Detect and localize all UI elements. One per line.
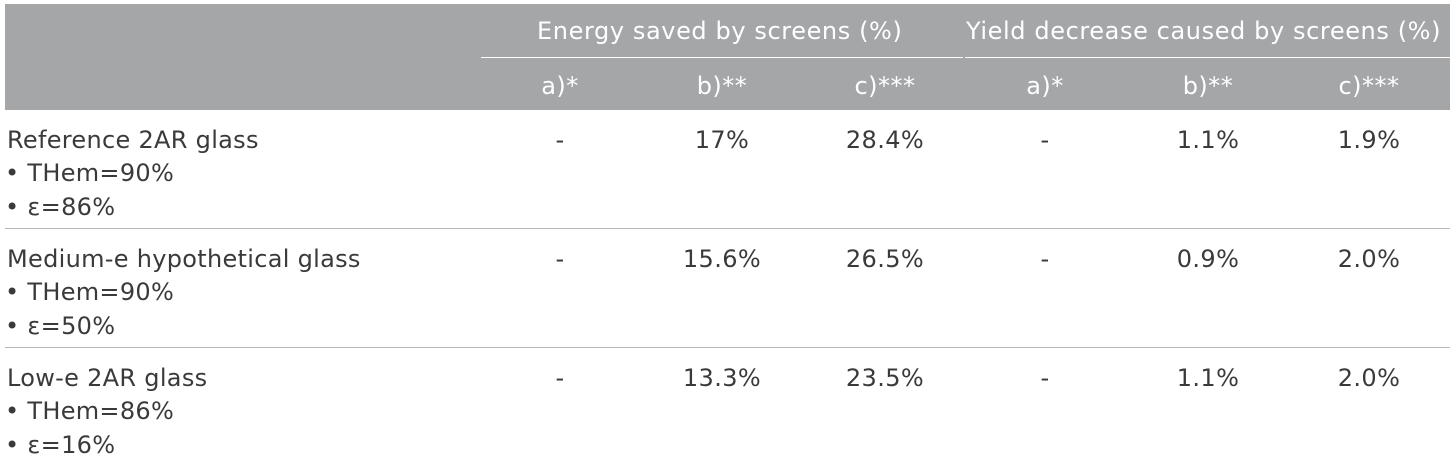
table-header: Energy saved by screens (%) Yield decrea…	[5, 4, 1450, 110]
table-cell: 17%	[694, 126, 750, 154]
yield-col-b-header: b)**	[1182, 72, 1234, 100]
table-cell: 0.9%	[1176, 245, 1240, 273]
energy-col-a-header: a)*	[541, 72, 579, 100]
table-cell: 28.4%	[845, 126, 925, 154]
row-bullet: • THem=90%	[5, 278, 175, 306]
table-row: Low-e 2AR glass • THem=86% • ε=16% - 13.…	[5, 348, 1450, 467]
energy-saved-group-header: Energy saved by screens (%)	[537, 17, 903, 45]
row-bullet: • THem=90%	[5, 159, 175, 187]
row-bullet: • ε=16%	[5, 431, 116, 459]
table-cell: 2.0%	[1337, 364, 1401, 392]
energy-group-divider	[481, 57, 963, 58]
row-title: Medium-e hypothetical glass	[7, 245, 361, 273]
table-cell: 26.5%	[845, 245, 925, 273]
table-cell: 15.6%	[682, 245, 762, 273]
yield-decrease-group-header: Yield decrease caused by screens (%)	[966, 17, 1442, 45]
yield-col-a-header: a)*	[1026, 72, 1064, 100]
table-cell: 1.9%	[1337, 126, 1401, 154]
yield-col-c-header: c)***	[1338, 72, 1400, 100]
table-cell: -	[555, 364, 565, 392]
row-title: Reference 2AR glass	[7, 126, 259, 154]
energy-col-b-header: b)**	[696, 72, 748, 100]
energy-col-c-header: c)***	[854, 72, 916, 100]
row-bullet: • ε=50%	[5, 312, 116, 340]
table-cell: -	[555, 126, 565, 154]
table-cell: 13.3%	[682, 364, 762, 392]
table-cell: -	[1040, 364, 1050, 392]
table-cell: -	[555, 245, 565, 273]
table-cell: -	[1040, 126, 1050, 154]
comparison-table: Energy saved by screens (%) Yield decrea…	[5, 4, 1450, 467]
table-cell: 1.1%	[1176, 126, 1240, 154]
row-title: Low-e 2AR glass	[7, 364, 208, 392]
table-cell: 23.5%	[845, 364, 925, 392]
table-cell: 1.1%	[1176, 364, 1240, 392]
row-bullet: • THem=86%	[5, 397, 175, 425]
table-row: Medium-e hypothetical glass • THem=90% •…	[5, 229, 1450, 348]
table-row: Reference 2AR glass • THem=90% • ε=86% -…	[5, 110, 1450, 229]
table-cell: -	[1040, 245, 1050, 273]
table-cell: 2.0%	[1337, 245, 1401, 273]
row-bullet: • ε=86%	[5, 193, 116, 221]
yield-group-divider	[965, 57, 1450, 58]
